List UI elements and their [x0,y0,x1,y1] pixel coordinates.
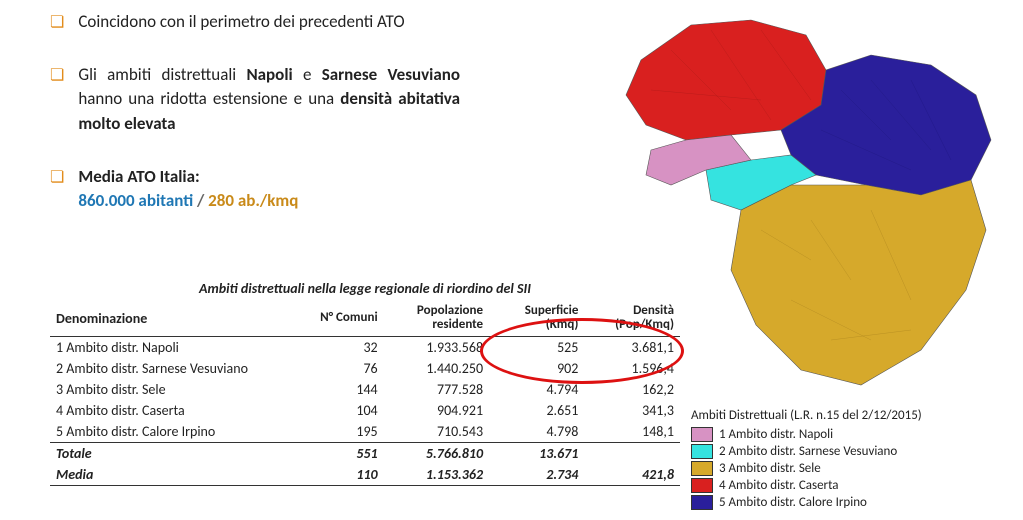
row-dens: 421,8 [584,464,680,486]
row-comuni: 76 [303,358,383,379]
bullet-2: ❏ Gli ambiti distrettuali Napoli e Sarne… [50,63,460,137]
row-comuni: 104 [303,400,383,421]
media-ato-sep: / [197,190,208,211]
legend-label: 4 Ambito distr. Caserta [719,478,839,493]
row-comuni: 32 [303,336,383,358]
row-name: Ambito distr. Sele [66,381,165,398]
bullet-2-bold2: Sarnese Vesuviano [322,64,460,85]
legend-swatch [691,478,713,493]
row-sup: 902 [489,358,584,379]
media-ato-dens: 280 ab./kmq [208,190,298,211]
media-ato-pop: 860.000 abitanti [78,190,193,211]
legend-label: 5 Ambito distr. Calore Irpino [719,495,867,510]
legend-item: 3 Ambito distr. Sele [691,461,1001,476]
table-row-totale: Totale 551 5.766.810 13.671 [50,442,680,464]
row-name: Ambito distr. Sarnese Vesuviano [66,360,248,377]
row-pop: 1.153.362 [384,464,489,486]
row-name: Ambito distr. Caserta [66,402,184,419]
bullet-2-pre: Gli ambiti distrettuali [78,64,246,85]
legend-label: 2 Ambito distr. Sarnese Vesuviano [719,444,897,459]
legend-swatch [691,461,713,476]
bullet-3-text: Media ATO Italia: 860.000 abitanti / 280… [78,165,298,214]
row-pop: 1.440.250 [384,358,489,379]
legend-title: Ambiti Distrettuali (L.R. n.15 del 2/12/… [691,408,1001,423]
row-pop: 5.766.810 [384,442,489,464]
bullet-icon: ❏ [50,65,64,85]
bullet-2-mid2: hanno una ridotta estensione e una [78,88,340,109]
media-ato-title: Media ATO Italia: [78,166,199,187]
row-n: 5 [56,423,63,440]
row-pop: 904.921 [384,400,489,421]
th-pop: Popolazione residente [384,301,489,336]
row-dens: 148,1 [584,421,680,443]
row-sup: 4.794 [489,379,584,400]
table-row: 1 Ambito distr. Napoli 32 1.933.568 525 … [50,336,680,358]
map-area-sele [731,180,986,385]
legend-item: 1 Ambito distr. Napoli [691,427,1001,442]
table-row-media: Media 110 1.153.362 2.734 421,8 [50,464,680,486]
table-row: 4 Ambito distr. Caserta 104 904.921 2.65… [50,400,680,421]
row-pop: 710.543 [384,421,489,443]
page: ❏ Coincidono con il perimetro dei preced… [0,0,1023,520]
table-row: 5 Ambito distr. Calore Irpino 195 710.54… [50,421,680,443]
th-denominazione: Denominazione [50,301,303,336]
legend-swatch [691,495,713,510]
table-row: 2 Ambito distr. Sarnese Vesuviano 76 1.4… [50,358,680,379]
legend-item: 2 Ambito distr. Sarnese Vesuviano [691,444,1001,459]
campania-map [611,0,1001,400]
legend-item: 4 Ambito distr. Caserta [691,478,1001,493]
map-legend: Ambiti Distrettuali (L.R. n.15 del 2/12/… [691,408,1001,512]
row-sup: 2.734 [489,464,584,486]
table-wrap: Ambiti distrettuali nella legge regional… [50,280,680,486]
row-sup: 525 [489,336,584,358]
legend-item: 5 Ambito distr. Calore Irpino [691,495,1001,510]
bullet-icon: ❏ [50,167,64,187]
map-svg [611,0,1001,400]
bullet-2-bold1: Napoli [246,64,292,85]
table-title: Ambiti distrettuali nella legge regional… [50,280,680,297]
bullet-icon: ❏ [50,12,64,32]
legend-swatch [691,427,713,442]
table-body: 1 Ambito distr. Napoli 32 1.933.568 5 2 5 … [50,336,680,485]
row-dens: 341,3 [584,400,680,421]
row-dens [584,442,680,464]
table-row: 3 Ambito distr. Sele 144 777.528 4.794 1… [50,379,680,400]
row-comuni: 110 [303,464,383,486]
bullet-2-text: Gli ambiti distrettuali Napoli e Sarnese… [78,63,460,137]
row-sup: 4.798 [489,421,584,443]
row-pop: 1.933.568 [384,336,489,358]
row-comuni: 195 [303,421,383,443]
th-ncomuni: N° Comuni [303,301,383,336]
row-n: 3 [56,381,63,398]
row-name: Ambito distr. Napoli [66,339,179,356]
legend-swatch [691,444,713,459]
bullet-1-text: Coincidono con il perimetro dei preceden… [78,10,404,35]
districts-table: Denominazione N° Comuni Popolazione resi… [50,301,680,486]
row-sup: 2.651 [489,400,584,421]
row-n: 2 [56,360,63,377]
row-sup: 13.671 [489,442,584,464]
row-n: 1 [56,339,63,356]
row-name: Ambito distr. Calore Irpino [66,423,215,440]
text-column: ❏ Coincidono con il perimetro dei preced… [50,10,610,242]
bullet-2-mid1: e [303,64,322,85]
th-sup: Superficie (Kmq) [489,301,584,336]
bullet-3: ❏ Media ATO Italia: 860.000 abitanti / 2… [50,165,610,214]
row-n: 4 [56,402,63,419]
row-comuni: 144 [303,379,383,400]
legend-label: 3 Ambito distr. Sele [719,461,821,476]
row-name: Totale [50,442,303,464]
legend-label: 1 Ambito distr. Napoli [719,427,833,442]
bullet-1: ❏ Coincidono con il perimetro dei preced… [50,10,610,35]
row-name: Media [50,464,303,486]
row-comuni: 551 [303,442,383,464]
table-header-row: Denominazione N° Comuni Popolazione resi… [50,301,680,336]
row-pop: 777.528 [384,379,489,400]
